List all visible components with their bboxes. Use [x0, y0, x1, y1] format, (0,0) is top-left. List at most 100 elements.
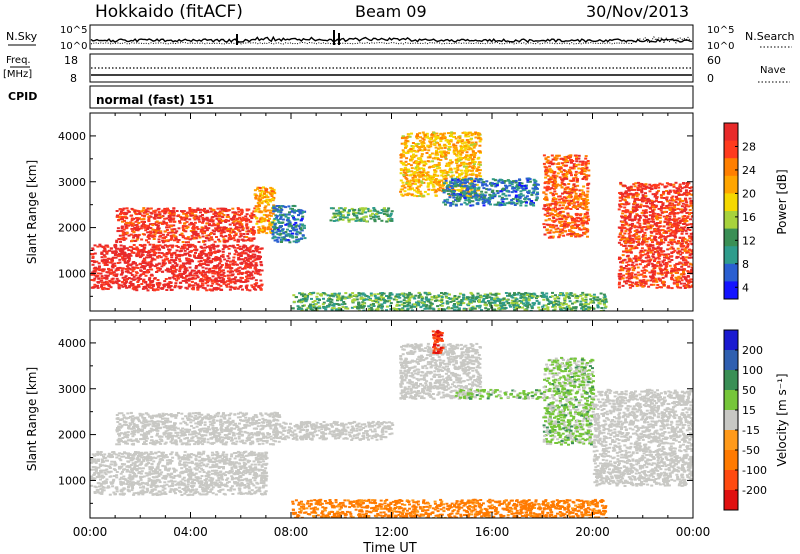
power-cell — [227, 283, 231, 286]
power-cell — [404, 152, 408, 155]
power-cell — [222, 208, 226, 211]
power-cell — [157, 281, 161, 284]
power-cell — [128, 282, 132, 285]
power-cell — [471, 161, 474, 164]
power-cell — [247, 218, 251, 221]
power-cell — [453, 149, 457, 152]
power-cell — [555, 175, 559, 178]
power-cell — [548, 214, 552, 217]
power-cell — [212, 270, 216, 273]
power-cell — [167, 284, 170, 287]
power-cell — [372, 209, 376, 212]
power-cell — [228, 279, 232, 282]
power-cell — [227, 238, 231, 241]
power-cell — [557, 236, 561, 239]
power-cell — [130, 207, 134, 210]
power-cell — [532, 191, 535, 194]
power-cell — [220, 226, 224, 229]
power-cell — [347, 210, 351, 213]
power-cell — [135, 248, 139, 251]
power-cell — [544, 219, 548, 222]
power-cell — [266, 201, 269, 204]
power-cell — [121, 271, 124, 274]
power-cell — [257, 207, 261, 210]
power-cell — [222, 282, 226, 285]
power-cell — [573, 217, 577, 220]
power-cell — [202, 271, 206, 274]
power-cell — [218, 217, 221, 220]
power-cell — [231, 273, 235, 276]
power-cell — [617, 283, 621, 286]
power-cell — [126, 209, 130, 212]
power-cell — [436, 147, 440, 150]
power-cell — [117, 284, 121, 287]
power-cell — [442, 155, 446, 158]
power-cell — [125, 226, 129, 229]
power-cell — [359, 207, 363, 210]
power-cell — [233, 261, 237, 264]
power-cell — [449, 185, 453, 187]
power-cell — [267, 203, 271, 206]
power-cell — [201, 218, 205, 221]
power-cell — [439, 136, 443, 139]
power-cell — [668, 189, 672, 192]
power-cell — [269, 230, 273, 233]
power-cell — [444, 203, 447, 206]
power-cell — [426, 156, 430, 159]
power-cell — [226, 230, 230, 233]
power-cell — [649, 220, 653, 223]
power-cell — [178, 221, 182, 224]
power-cell — [248, 250, 252, 253]
power-cell — [222, 231, 226, 234]
power-cell — [435, 132, 439, 135]
power-cell — [460, 140, 464, 143]
power-cell — [503, 203, 507, 206]
power-cell — [245, 217, 249, 220]
power-cell — [126, 255, 130, 258]
power-cell — [544, 171, 548, 174]
power-cell — [571, 160, 575, 162]
power-cell — [227, 277, 231, 280]
power-cell — [586, 215, 590, 218]
power-cell — [431, 160, 435, 163]
power-cell — [212, 233, 216, 236]
power-cell — [253, 266, 257, 269]
power-cell — [117, 219, 121, 221]
power-cell — [142, 218, 146, 221]
power-cell — [233, 215, 237, 218]
power-cell — [247, 263, 251, 266]
power-cell — [561, 229, 565, 232]
power-cell — [576, 184, 580, 187]
power-cell — [436, 174, 440, 177]
power-cell — [467, 192, 471, 195]
power-cell — [122, 228, 126, 231]
power-cell — [624, 265, 628, 267]
power-cell — [460, 162, 464, 164]
power-cell — [573, 226, 577, 229]
power-cell — [689, 200, 693, 202]
power-cell — [410, 193, 414, 196]
power-cell — [263, 187, 267, 190]
power-cell — [648, 259, 652, 262]
power-cell — [203, 210, 207, 213]
power-cell — [403, 143, 407, 146]
power-cell — [571, 186, 575, 189]
power-cell — [566, 205, 570, 208]
power-cell — [574, 173, 578, 176]
power-cell — [122, 232, 126, 235]
power-cell — [388, 215, 392, 218]
power-cell — [450, 177, 454, 180]
power-cell — [489, 203, 492, 206]
power-cell — [577, 163, 581, 166]
power-cell — [411, 176, 415, 179]
power-cell — [242, 260, 246, 263]
power-cell — [241, 216, 245, 219]
power-cell — [647, 222, 651, 225]
power-cell — [246, 233, 250, 235]
power-cell — [221, 255, 225, 258]
power-cell — [570, 188, 574, 191]
power-cell — [462, 185, 466, 188]
power-cell — [136, 281, 140, 283]
power-cell — [190, 249, 194, 252]
power-cell — [145, 262, 149, 265]
